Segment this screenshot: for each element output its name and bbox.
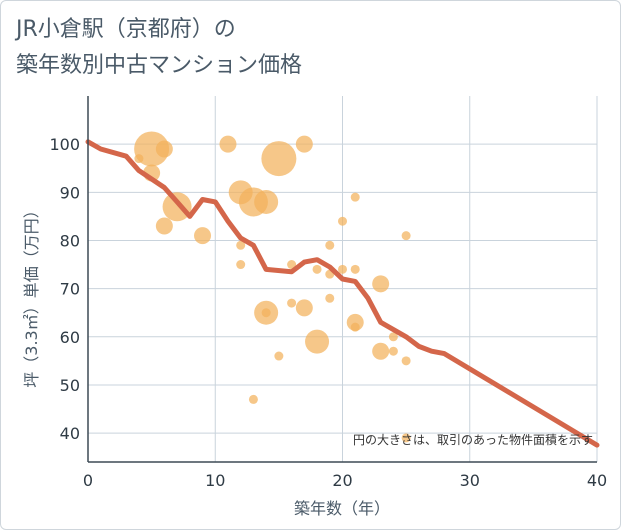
y-tick-label: 50 — [60, 376, 80, 395]
data-point — [338, 264, 347, 274]
data-point — [134, 154, 144, 164]
data-point — [312, 264, 322, 274]
y-tick-label: 90 — [60, 183, 80, 202]
data-point — [325, 240, 335, 250]
data-point — [254, 189, 279, 214]
data-point — [388, 332, 398, 342]
data-point — [401, 356, 411, 366]
bubble-series — [134, 131, 411, 443]
data-point — [372, 342, 390, 360]
axes — [87, 96, 597, 463]
y-tick-label: 60 — [60, 328, 80, 347]
trend-line — [85, 139, 600, 448]
data-point — [401, 231, 411, 241]
x-axis-label: 築年数（年） — [294, 499, 390, 518]
data-point — [155, 217, 173, 235]
tick-labels: 0 10 20 30 40 40 50 60 70 80 90 100 — [49, 135, 607, 490]
data-point — [305, 329, 330, 354]
data-point — [350, 322, 360, 332]
data-point — [338, 216, 347, 226]
y-tick-label: 100 — [49, 135, 80, 154]
data-point — [350, 192, 360, 202]
data-point — [295, 135, 313, 153]
data-point — [401, 433, 411, 443]
y-tick-label: 80 — [60, 231, 80, 250]
x-tick-label: 40 — [587, 471, 607, 490]
data-point — [162, 192, 192, 222]
y-tick-label: 70 — [60, 280, 80, 299]
data-point — [325, 293, 335, 303]
data-point — [261, 141, 297, 177]
x-tick-label: 30 — [460, 471, 480, 490]
data-point — [155, 140, 173, 158]
data-point — [287, 260, 297, 270]
y-tick-label: 40 — [60, 424, 80, 443]
data-point — [274, 351, 284, 361]
data-point — [236, 260, 246, 270]
data-point — [219, 135, 237, 153]
y-axis-label: 坪（3.3㎡）単価（万円） — [22, 202, 41, 387]
x-tick-label: 10 — [205, 471, 225, 490]
x-tick-label: 0 — [83, 471, 93, 490]
data-point — [261, 308, 271, 318]
data-point — [350, 264, 360, 274]
data-point — [295, 299, 313, 317]
bubble-size-note: 円の大きさは、取引のあった物件面積を示す — [353, 432, 593, 447]
data-point — [236, 240, 246, 250]
data-point — [287, 298, 297, 308]
data-point — [194, 227, 212, 245]
data-point — [388, 346, 398, 356]
x-tick-label: 20 — [332, 471, 352, 490]
chart-title: JR小倉駅（京都府）の 築年数別中古マンション価格 — [16, 17, 303, 78]
data-point — [372, 275, 390, 293]
data-point — [248, 394, 258, 404]
